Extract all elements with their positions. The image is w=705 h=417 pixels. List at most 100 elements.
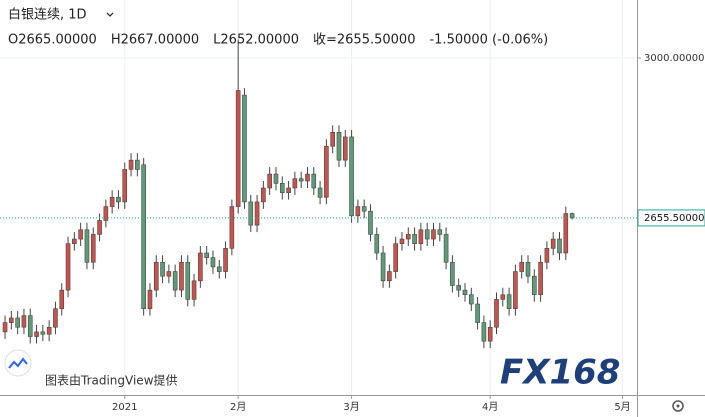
candle-body [210, 257, 216, 268]
candle-body [286, 187, 291, 193]
candle-body [185, 261, 191, 300]
candle-body [468, 294, 474, 305]
candle-body [475, 303, 480, 323]
legend-value: L2652.00000 [213, 33, 299, 48]
candle-body [153, 261, 159, 291]
candle-body [405, 234, 411, 240]
candle-body [21, 315, 27, 328]
candle-body [78, 229, 83, 240]
candle-body [279, 183, 285, 193]
candle-body [27, 315, 33, 337]
x-tick-label: 2021 [112, 402, 137, 413]
candle-body [40, 331, 46, 335]
candle-body [292, 178, 298, 189]
credit-text: 图表由TradingView提供 [45, 373, 178, 388]
x-tick-label: 3月 [343, 401, 359, 413]
candle-body [500, 294, 506, 300]
settings-icon[interactable] [672, 400, 684, 412]
candle-body [550, 238, 556, 249]
candle-body [46, 326, 52, 335]
candle-body [128, 159, 134, 170]
candle-body [525, 261, 531, 277]
credit-icon [8, 357, 28, 369]
candle-body [90, 234, 96, 263]
candle-body [506, 294, 512, 309]
candle-body [393, 243, 398, 272]
candle-body [361, 206, 367, 212]
candle-body [519, 261, 524, 272]
candle-body [223, 248, 228, 272]
candle-body [229, 206, 235, 249]
candle-body [431, 229, 436, 240]
candle-body [336, 131, 342, 161]
last-price-box [637, 209, 705, 227]
candle-body [9, 317, 14, 323]
candle-body [109, 196, 115, 207]
ohlc-legend: O2665.00000 H2667.00000 L2652.00000 收=2655.… [8, 33, 548, 48]
x-tick-label: 4月 [482, 401, 498, 413]
candle-body [97, 220, 102, 235]
candle-body [216, 266, 222, 272]
candle-body [544, 248, 550, 263]
candle-body [298, 178, 304, 182]
candle-body [267, 173, 272, 189]
candle-body [141, 164, 146, 309]
candle-body [84, 229, 90, 263]
gear-hub[interactable] [676, 404, 680, 408]
candle-body [305, 173, 310, 182]
candle-body [330, 131, 335, 147]
candle-body [198, 252, 203, 282]
candle-body [355, 206, 361, 217]
candle-body [53, 308, 58, 328]
candle-body [569, 213, 575, 219]
legend-value: O2665.00000 [8, 33, 97, 48]
candle-body [103, 206, 109, 221]
candle-body [166, 271, 172, 277]
legend-value: -1.50000 (-0.06%) [429, 33, 548, 48]
candle-body [557, 238, 562, 254]
candle-body [135, 159, 140, 170]
chart-title: 白银连续, 1D [8, 7, 87, 23]
candle-body [261, 187, 266, 203]
candle-body [204, 252, 209, 258]
candle-body [191, 280, 197, 300]
candle-body [160, 261, 165, 277]
candle-body [412, 234, 417, 244]
candle-body [147, 289, 153, 309]
candle-body [513, 271, 518, 309]
candle-body [538, 261, 543, 296]
y-tick-label: 3000.00000 [644, 53, 704, 64]
candle-body [418, 229, 424, 244]
candle-body [254, 201, 260, 226]
candle-body [72, 238, 77, 244]
candle-body [437, 229, 443, 235]
candle-body [424, 229, 430, 240]
candle-body [374, 234, 380, 254]
candle-body [235, 90, 241, 207]
candle-body [531, 275, 537, 296]
candle-body [387, 271, 392, 282]
candle-body [450, 261, 455, 286]
interval-chevron[interactable] [106, 12, 114, 17]
candle-body [349, 136, 354, 217]
candle-body [242, 94, 247, 203]
candle-body [494, 299, 499, 328]
credit-badge [4, 349, 32, 377]
x-tick-label: 2月 [230, 401, 246, 413]
gear[interactable] [672, 400, 684, 412]
candle-body [368, 210, 373, 235]
candle-body [342, 136, 348, 161]
candle-body [456, 285, 461, 291]
watermark: FX168 [500, 353, 620, 393]
candle-body [122, 169, 128, 203]
legend-value: H2667.00000 [111, 33, 199, 48]
candle-body [116, 196, 121, 203]
candle-body [34, 331, 39, 337]
candle-body [59, 289, 65, 309]
candle-body [487, 326, 493, 342]
candle-body [2, 322, 8, 333]
candle-body [248, 201, 254, 226]
last-price-label: 2655.50000 [644, 213, 704, 224]
candles [2, 39, 575, 349]
